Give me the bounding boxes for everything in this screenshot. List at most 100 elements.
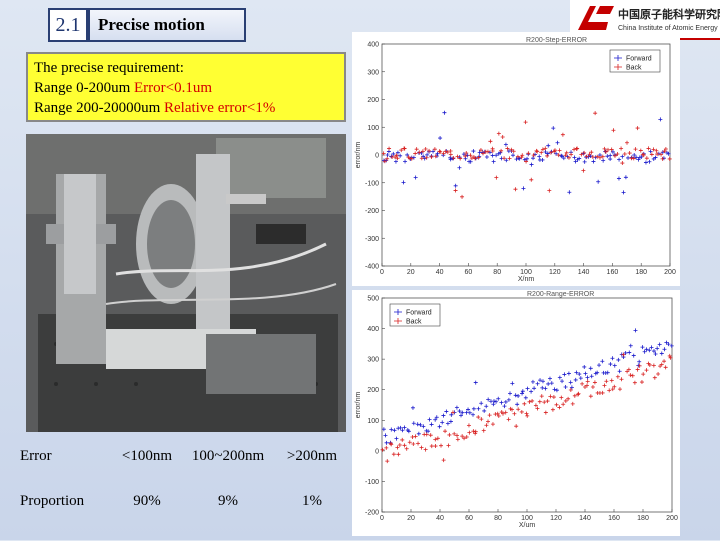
data-point: [575, 392, 580, 397]
data-point: [610, 149, 615, 154]
data-point: [573, 377, 578, 382]
data-point: [639, 154, 644, 159]
data-point: [582, 384, 587, 389]
data-point: [466, 407, 471, 412]
data-point: [600, 154, 605, 159]
data-point: [543, 149, 548, 154]
table-cell: Proportion: [20, 493, 85, 509]
data-point: [559, 395, 564, 400]
data-point: [496, 396, 501, 401]
data-point: [500, 134, 505, 139]
data-point: [391, 151, 396, 156]
data-point: [566, 396, 571, 401]
x-tick-label: 80: [493, 269, 501, 276]
data-point: [414, 147, 419, 152]
data-point: [458, 156, 463, 161]
data-point: [604, 379, 609, 384]
data-point: [620, 154, 625, 159]
data-point: [453, 188, 458, 193]
data-point: [382, 159, 387, 164]
data-point: [429, 422, 434, 427]
data-point: [455, 154, 460, 159]
data-point: [519, 409, 524, 414]
data-point: [608, 362, 613, 367]
data-point: [396, 452, 401, 457]
data-point: [423, 146, 428, 151]
data-point: [591, 159, 596, 164]
table-cell: Error: [20, 448, 52, 464]
data-point: [587, 152, 592, 157]
data-point: [478, 148, 483, 153]
data-point: [549, 381, 554, 386]
data-point: [516, 407, 521, 412]
data-point: [512, 411, 517, 416]
data-point: [395, 156, 400, 161]
y-tick-label: -300: [365, 236, 379, 243]
data-point: [630, 373, 635, 378]
data-point: [490, 148, 495, 153]
data-point: [405, 152, 410, 157]
data-point: [473, 380, 478, 385]
data-point: [617, 157, 622, 162]
data-point: [659, 152, 664, 157]
x-tick-label: 120: [550, 515, 562, 522]
data-point: [582, 150, 587, 155]
data-point: [481, 151, 486, 156]
data-point: [625, 140, 630, 145]
data-point: [547, 376, 552, 381]
data-point: [529, 177, 534, 182]
data-point: [555, 140, 560, 145]
x-tick-label: 180: [635, 269, 647, 276]
x-tick-label: 140: [579, 515, 591, 522]
data-point: [441, 458, 446, 463]
y-tick-label: -200: [365, 208, 379, 215]
data-point: [402, 443, 407, 448]
data-point: [413, 434, 418, 439]
data-point: [537, 154, 542, 159]
data-point: [621, 190, 626, 195]
data-point: [566, 155, 571, 160]
data-point: [516, 393, 521, 398]
data-point: [427, 417, 432, 422]
data-point: [525, 156, 530, 161]
data-point: [479, 401, 484, 406]
x-tick-label: 100: [521, 515, 533, 522]
x-tick-label: 0: [380, 515, 384, 522]
data-point: [597, 155, 602, 160]
data-point: [601, 158, 606, 163]
data-point: [572, 155, 577, 160]
data-point: [466, 423, 471, 428]
data-point: [554, 402, 559, 407]
data-point: [389, 154, 394, 159]
y-tick-label: 400: [367, 42, 379, 49]
data-point: [540, 379, 545, 384]
legend-label: Back: [626, 65, 642, 72]
data-point: [437, 149, 442, 154]
data-point: [567, 190, 572, 195]
data-point: [385, 156, 390, 161]
data-point: [647, 159, 652, 164]
axis-ticks: 0 20 40 60 80 100 120 140 160 180 200 -200 -100 0 100 2…: [365, 296, 678, 523]
data-point: [540, 147, 545, 152]
data-point: [651, 147, 656, 152]
data-point: [445, 421, 450, 426]
data-point: [584, 155, 589, 160]
data-point: [416, 441, 421, 446]
data-point: [615, 152, 620, 157]
data-point: [442, 110, 447, 115]
data-point: [435, 151, 440, 156]
data-point: [647, 348, 652, 353]
data-point: [503, 399, 508, 404]
data-point: [513, 187, 518, 192]
data-point: [401, 180, 406, 185]
data-point: [605, 370, 610, 375]
data-point: [505, 146, 510, 151]
data-point: [530, 398, 535, 403]
data-point: [656, 371, 661, 376]
data-point: [561, 402, 566, 407]
data-point: [612, 153, 617, 158]
data-point: [615, 374, 620, 379]
data-point: [460, 434, 465, 439]
data-point: [634, 155, 639, 160]
data-point: [490, 153, 495, 158]
